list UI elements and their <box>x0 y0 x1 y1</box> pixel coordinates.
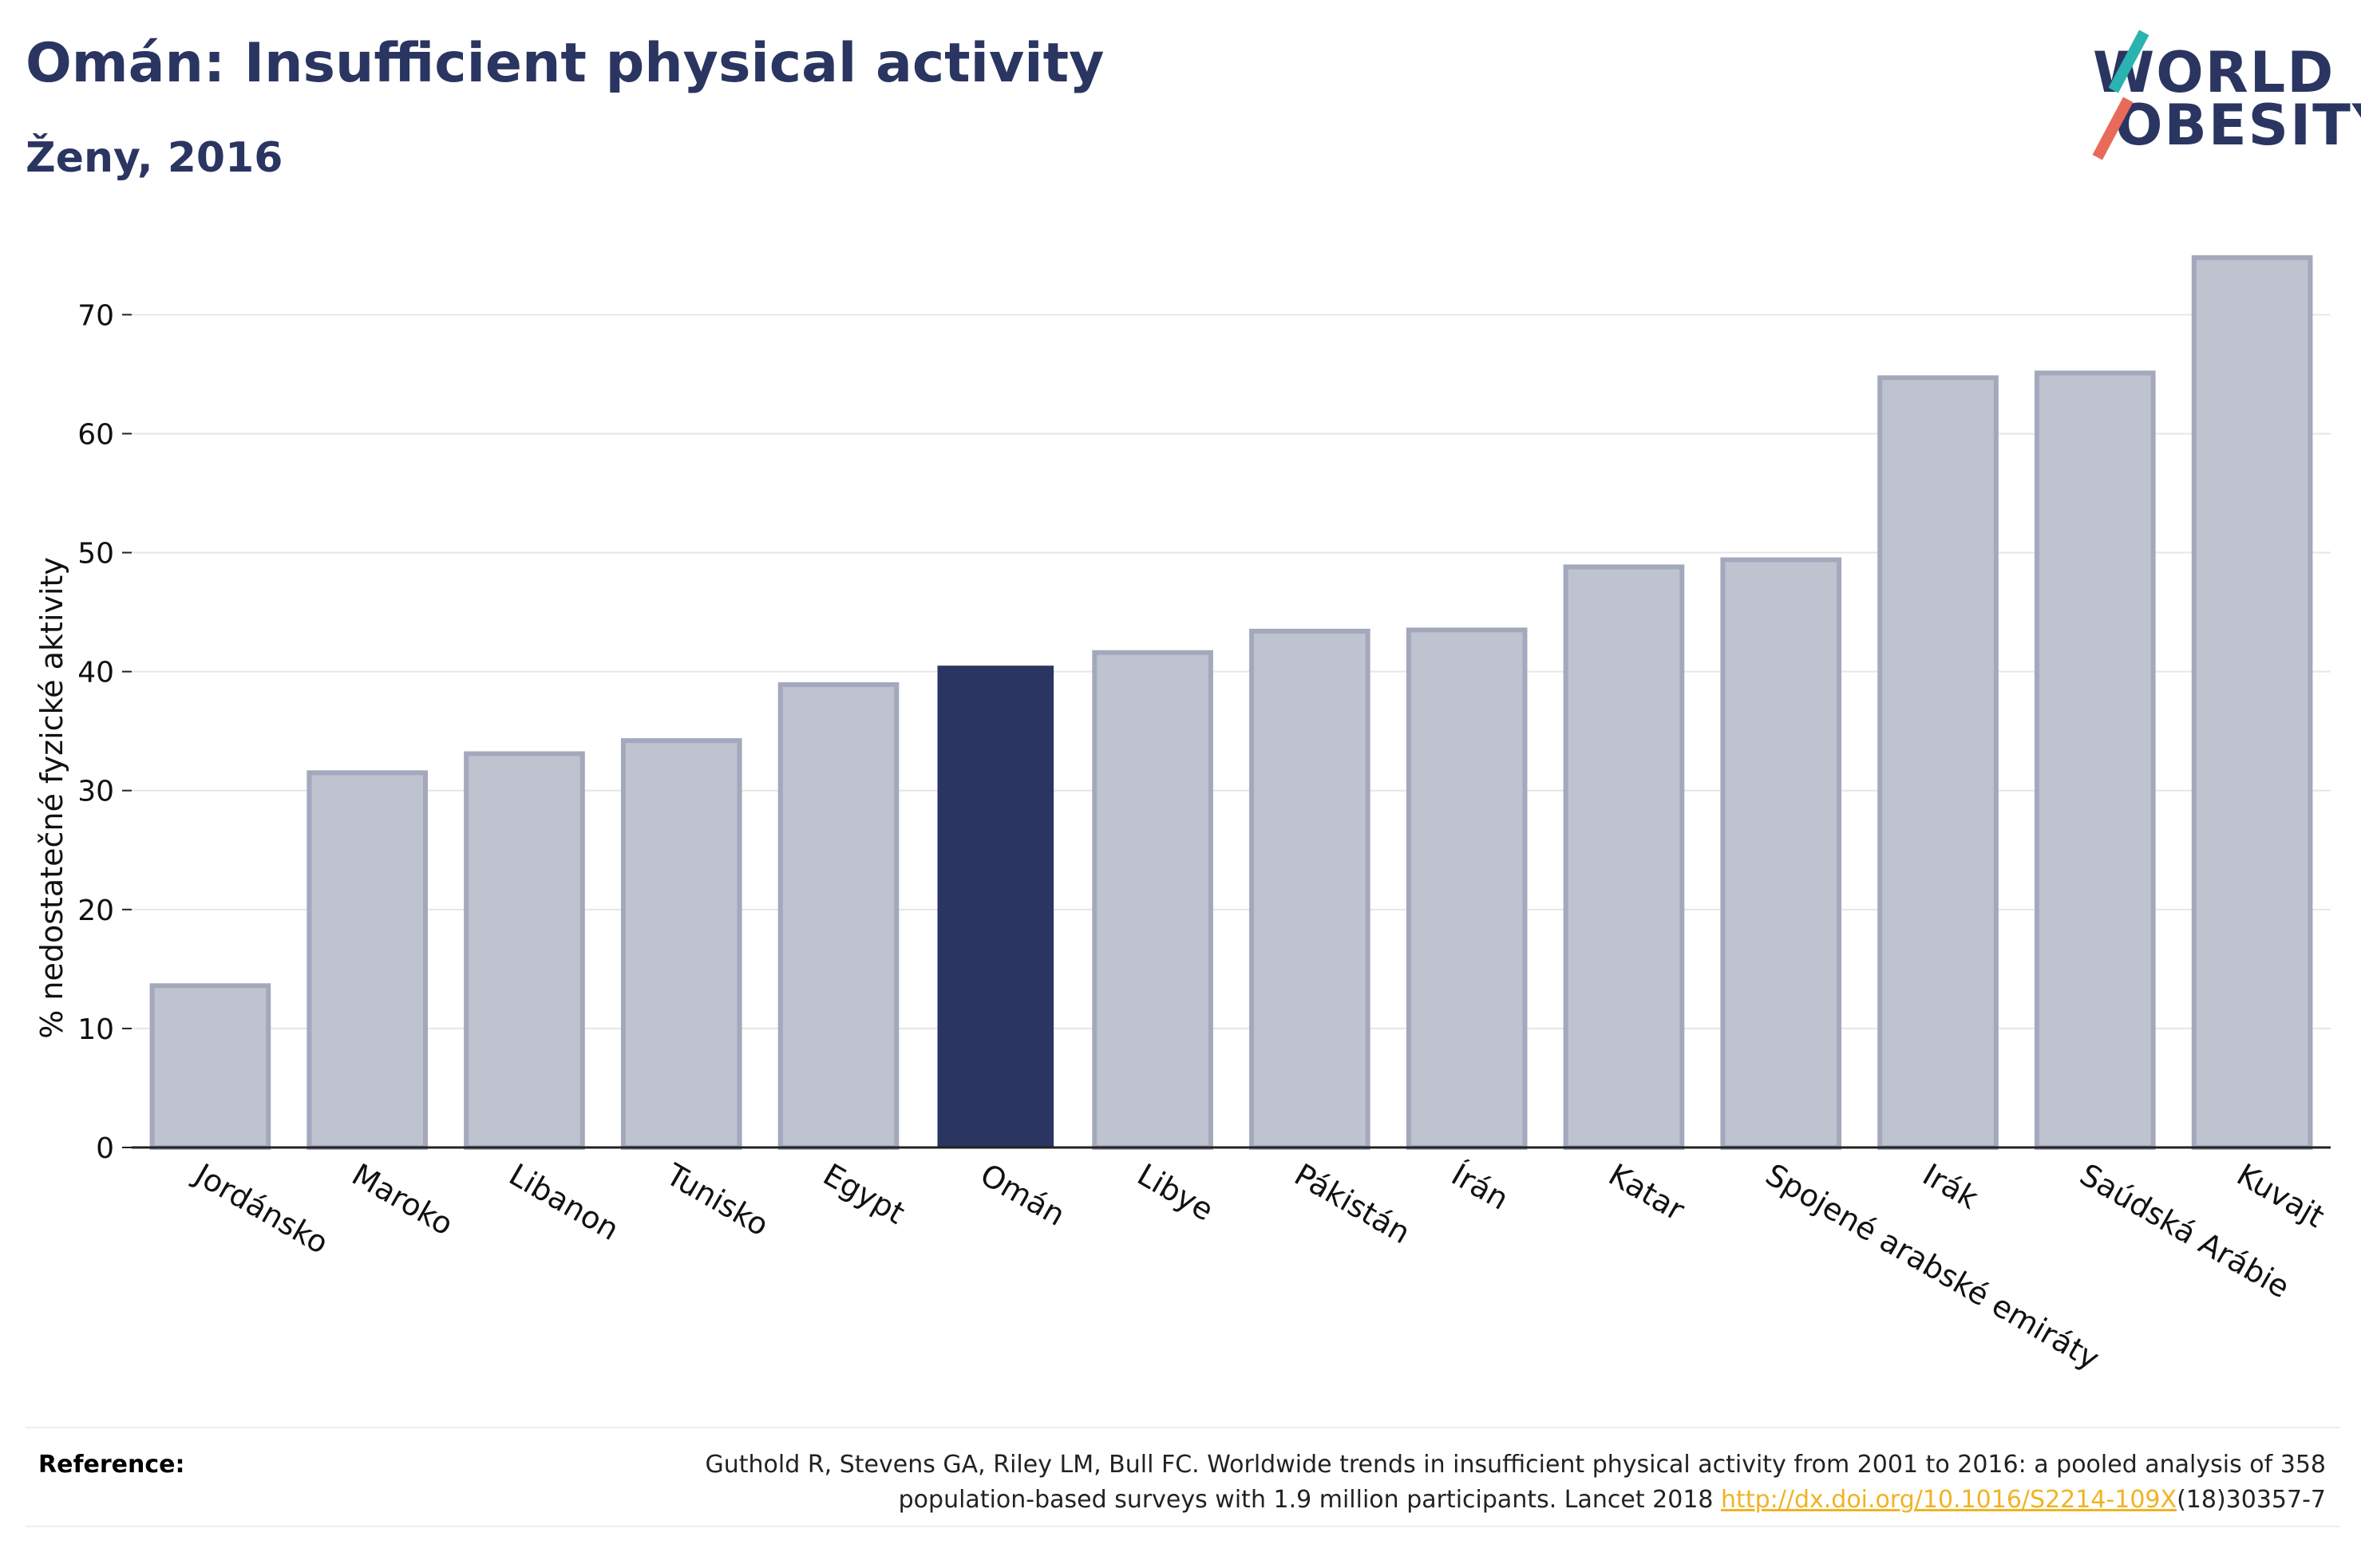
bar-maroko <box>306 770 428 1150</box>
bar-saúdská-arábie <box>2035 370 2156 1151</box>
bar-egypt <box>777 682 900 1150</box>
y-tick-label: 30 <box>77 776 114 808</box>
bar-spojené-arabské-emiráty <box>1720 557 1842 1150</box>
y-tick-label: 10 <box>77 1013 114 1046</box>
y-tick-label: 40 <box>77 657 114 689</box>
y-tick-label: 50 <box>77 538 114 571</box>
reference-text: Guthold R, Stevens GA, Riley LM, Bull FC… <box>490 1448 2326 1518</box>
bar-katar <box>1563 564 1685 1150</box>
bar-libye <box>1092 650 1213 1150</box>
bar-omán <box>937 666 1054 1147</box>
x-tick-label: Tunisko <box>659 1156 774 1243</box>
reference-line-2-post: (18)30357-7 <box>2177 1486 2326 1514</box>
bar-kuvajt <box>2191 255 2313 1150</box>
x-tick-label: Jordánsko <box>188 1156 334 1261</box>
reference-line-2-pre: population-based surveys with 1.9 millio… <box>898 1486 1722 1514</box>
reference-line-1: Guthold R, Stevens GA, Riley LM, Bull FC… <box>705 1451 2326 1479</box>
bars <box>149 255 2313 1151</box>
reference-divider-bottom <box>26 1526 2340 1527</box>
grid-lines <box>132 314 2331 1029</box>
x-tick-label: Irák <box>1917 1157 1984 1216</box>
bar-tunisko <box>620 738 742 1150</box>
bar-libanon <box>464 751 585 1150</box>
page-title: Omán: Insufficient physical activity <box>26 32 1105 95</box>
x-tick-label: Maroko <box>346 1157 460 1242</box>
reference-divider-top <box>26 1427 2340 1428</box>
y-tick-label: 70 <box>77 299 114 332</box>
logo-line-2: OBESITY <box>2115 93 2361 158</box>
page-subtitle: Ženy, 2016 <box>26 134 283 182</box>
y-tick-label: 20 <box>77 895 114 927</box>
x-tick-label: Egypt <box>817 1157 911 1231</box>
x-tick-label: Írán <box>1445 1157 1514 1217</box>
x-tick-label: Libye <box>1132 1157 1220 1228</box>
reference-label: Reference: <box>38 1451 185 1479</box>
x-tick-label: Libanon <box>503 1157 624 1247</box>
x-tick-label: Pákistán <box>1288 1157 1416 1251</box>
bar-irák <box>1877 375 1999 1150</box>
bar-pákistán <box>1249 628 1370 1150</box>
y-tick-label: 60 <box>77 418 114 451</box>
x-tick-label: Kuvajt <box>2231 1157 2330 1234</box>
bar-írán <box>1406 627 1528 1150</box>
world-obesity-logo: WORLD OBESITY <box>2083 22 2361 174</box>
y-tick-label: 0 <box>96 1132 114 1165</box>
bar-chart: 0 10 20 30 40 50 60 70 Jordánsko Maroko Libanon Tun… <box>34 255 2331 1376</box>
y-axis-label: % nedostatečné fyzické aktivity <box>34 557 69 1039</box>
x-tick-label: Katar <box>1603 1157 1691 1228</box>
reference-doi-link[interactable]: http://dx.doi.org/10.1016/S2214-109X <box>1721 1486 2177 1514</box>
x-tick-label: Omán <box>975 1157 1071 1233</box>
bar-jordánsko <box>149 983 271 1150</box>
